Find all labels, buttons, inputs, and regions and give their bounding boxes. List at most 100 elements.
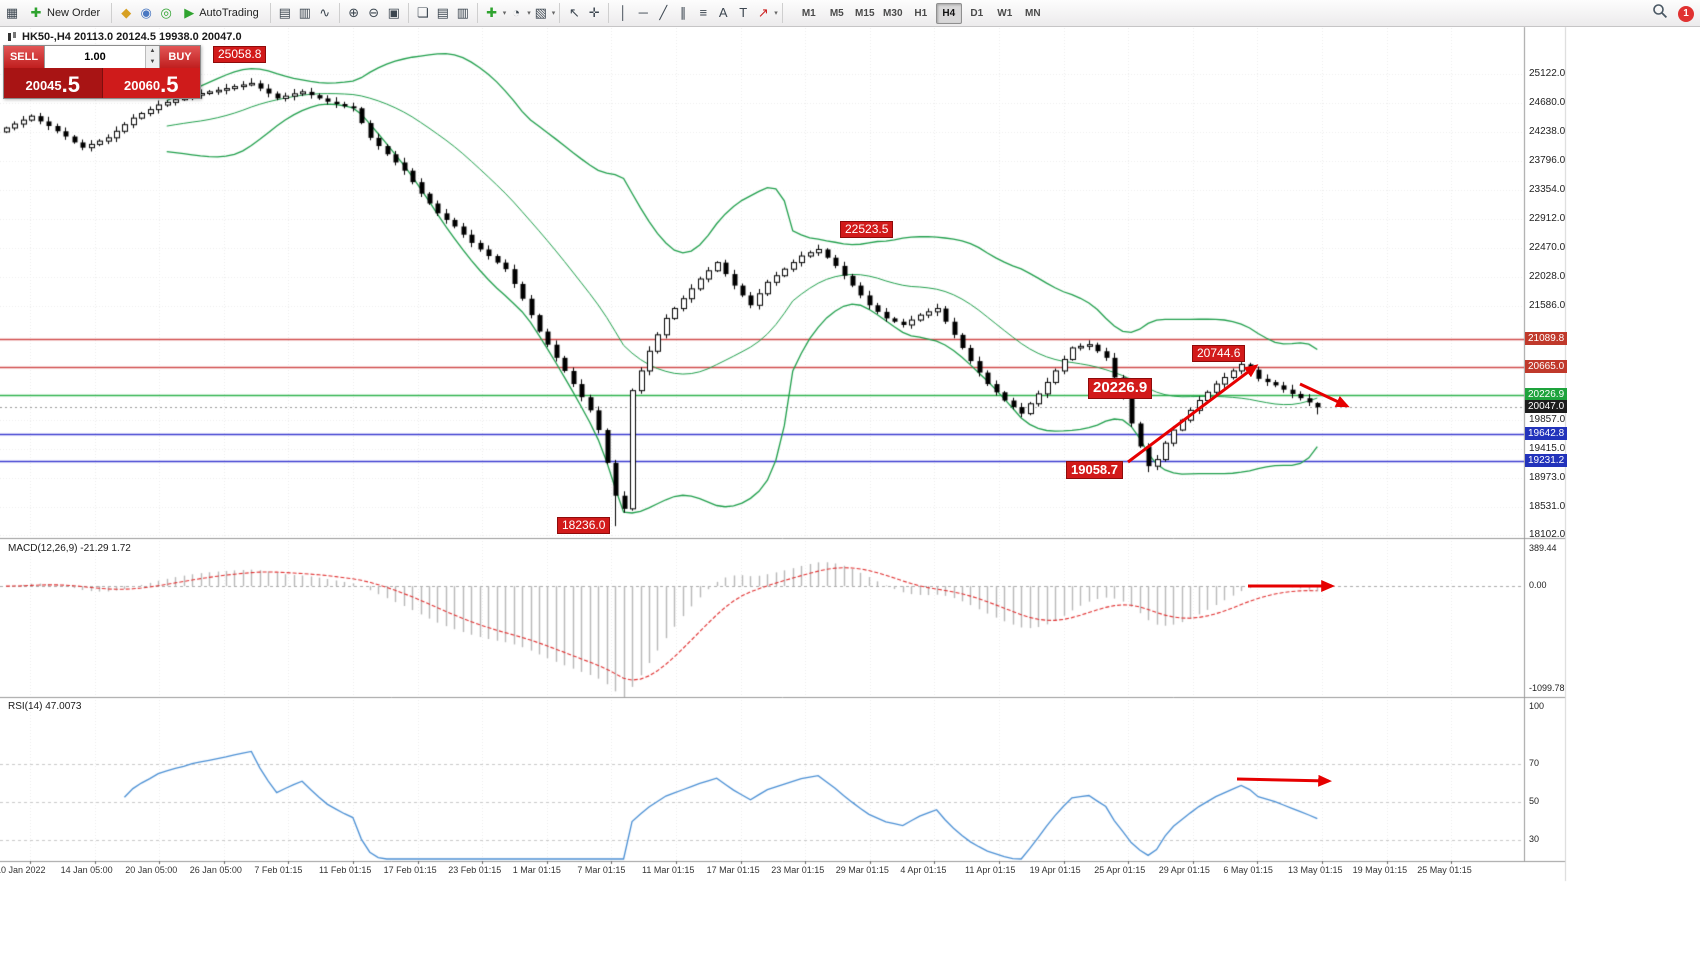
tf-button-H1[interactable]: H1 [914,7,928,19]
text-tool-icon[interactable]: A [718,5,728,20]
price-callout[interactable]: 20226.9 [1088,378,1153,399]
cascade-windows-icon[interactable]: ❏ [416,5,429,20]
toolbar-right: 1 [1652,3,1694,24]
time-label: 10 Jan 2022 [0,865,46,875]
new-order-label: New Order [47,7,101,19]
macd-axis-zero: 0.00 [1529,580,1547,590]
price-tick: 24680.0 [1529,97,1566,109]
buy-button[interactable]: BUY [160,46,200,68]
new-chart-icon[interactable]: ▦ [5,5,19,20]
one-click-trading-panel: SELL ▲ ▼ BUY 20045 .5 20060 .5 [3,45,201,99]
candlestick-chart-icon[interactable]: ▥ [298,5,311,20]
bar-chart-icon[interactable]: ▤ [278,5,291,20]
tf-button-M15[interactable]: M15 [855,7,875,19]
timeframe-group: M1 M5 M15 M30 H1 H4 D1 W1 MN [795,2,1047,24]
time-label: 19 May 01:15 [1352,865,1408,875]
arrows-caret-icon[interactable]: ▾ [774,10,778,17]
rsi-label: RSI(14) 47.0073 [8,701,82,712]
sell-price-frac: .5 [61,72,80,97]
tf-button-H4[interactable]: H4 [935,2,962,24]
price-tick: 18973.0 [1529,471,1566,483]
periods-icon[interactable]: ◔ [512,5,521,20]
periods-caret-icon[interactable]: ▾ [527,10,531,17]
zoom-out-icon[interactable]: ⊖ [368,5,380,20]
metaeditor-icon[interactable]: ◆ [121,5,132,20]
navigator-icon[interactable]: ◉ [140,5,152,20]
price-tick: 22470.0 [1529,242,1566,254]
time-label: 14 Jan 05:00 [60,865,113,875]
volume-increase-button[interactable]: ▲ [146,46,159,57]
price-callout[interactable]: 20744.6 [1192,345,1246,362]
label-tool-icon[interactable]: T [739,5,748,20]
time-label: 11 Mar 01:15 [642,865,695,875]
fibonacci-tool-icon[interactable]: ≡ [699,5,708,20]
symbol-icon [8,32,16,41]
cursor-tool-icon[interactable]: ↖ [568,5,580,20]
tile-windows-icon[interactable]: ▣ [387,5,400,20]
template-caret-icon[interactable]: ▾ [551,10,556,17]
price-tick: 25122.0 [1529,68,1566,80]
toolbar-separator [781,3,783,23]
time-label: 11 Feb 01:15 [319,865,372,875]
zoom-in-icon[interactable]: ⊕ [348,5,360,20]
time-label: 17 Feb 01:15 [383,865,437,875]
volume-decrease-button[interactable]: ▼ [146,57,159,68]
price-tick: 18531.0 [1529,500,1566,512]
time-label: 23 Feb 01:15 [448,865,502,875]
price-tick: 22912.0 [1529,213,1566,225]
template-icon[interactable]: ▧ [534,5,547,20]
trendline-tool-icon[interactable]: ╱ [659,5,668,20]
price-callout[interactable]: 18236.0 [557,517,611,534]
search-icon[interactable] [1652,3,1668,24]
tf-button-W1[interactable]: W1 [997,7,1013,19]
notifications-badge[interactable]: 1 [1678,5,1694,22]
auto-scroll-icon[interactable]: ▤ [436,5,449,20]
price-tick: 21586.0 [1529,300,1566,312]
arrows-tool-icon[interactable]: ↗ [757,5,769,20]
tf-button-M30[interactable]: M30 [883,7,903,19]
toolbar-separator [608,3,610,23]
time-label: 25 May 01:15 [1417,865,1472,875]
tf-button-M5[interactable]: M5 [829,7,844,19]
time-label: 25 Apr 01:15 [1094,865,1146,875]
rsi-axis-label: 50 [1529,796,1540,806]
indicators-caret-icon[interactable]: ▾ [502,10,507,17]
price-chip: 19642.8 [1525,426,1568,440]
tf-button-MN[interactable]: MN [1025,7,1041,19]
buy-price[interactable]: 20060 .5 [101,68,200,98]
price-tick: 18102.0 [1529,528,1566,540]
options-icon[interactable]: ◎ [160,5,172,20]
price-tick: 22028.0 [1529,271,1566,283]
autotrading-button[interactable]: ▶ AutoTrading [176,2,266,24]
time-label: 26 Jan 05:00 [189,865,242,875]
price-callout[interactable]: 22523.5 [840,221,894,238]
price-chip: 20047.0 [1525,400,1568,414]
time-label: 29 Mar 01:15 [835,865,889,875]
tf-button-M1[interactable]: M1 [801,7,816,19]
indicators-add-icon[interactable]: ✚ [486,5,498,20]
vertical-line-tool-icon[interactable]: │ [619,5,628,20]
volume-field: ▲ ▼ [44,46,160,68]
price-tick: 24238.0 [1529,126,1566,138]
time-label: 7 Mar 01:15 [577,865,626,875]
channel-tool-icon[interactable]: ∥ [680,5,687,20]
sell-price-main: 20045 [25,78,62,93]
price-callout[interactable]: 19058.7 [1066,461,1123,480]
line-chart-icon[interactable]: ∿ [319,5,331,20]
tf-button-D1[interactable]: D1 [970,7,984,19]
time-label: 17 Mar 01:15 [706,865,760,875]
rsi-axis-label: 100 [1529,701,1545,711]
toolbar-separator [476,3,478,23]
new-order-button[interactable]: ✚ New Order [22,2,107,24]
chart-shift-icon[interactable]: ▥ [456,5,469,20]
toolbar-separator [338,3,340,23]
crosshair-tool-icon[interactable]: ✛ [588,5,600,20]
price-chip: 20226.9 [1525,388,1568,402]
sell-price[interactable]: 20045 .5 [4,68,102,98]
horizontal-line-tool-icon[interactable]: ─ [638,5,648,20]
volume-input[interactable] [45,46,145,68]
price-callout[interactable]: 25058.8 [213,46,267,63]
sell-button[interactable]: SELL [4,46,44,68]
